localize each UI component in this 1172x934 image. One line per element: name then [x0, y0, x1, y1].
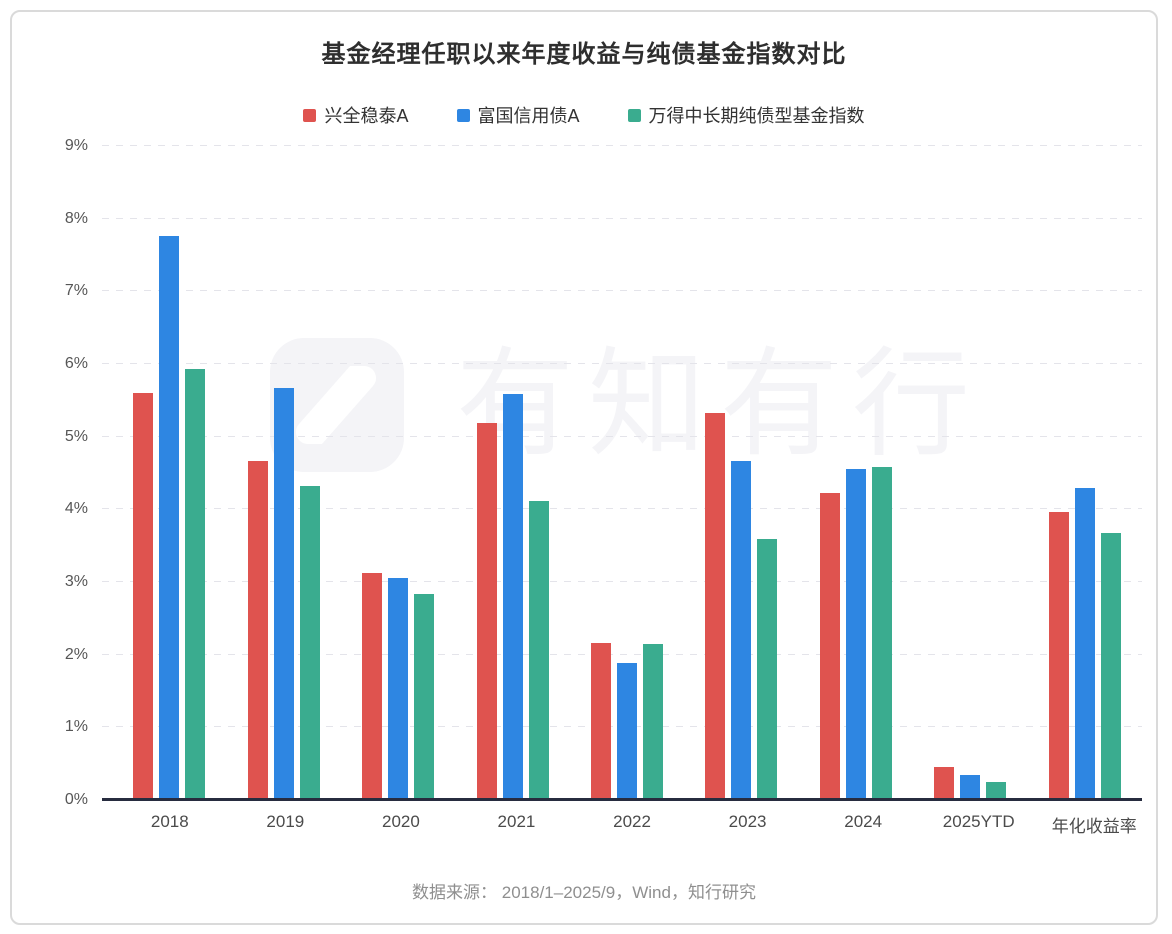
- bar-万得中长期纯债型基金指数-2022: [642, 643, 663, 800]
- bar-富国信用债A-2021: [502, 393, 523, 800]
- bar-富国信用债A-2023: [731, 461, 752, 800]
- bar-万得中长期纯债型基金指数-2024: [871, 467, 892, 800]
- legend: 兴全稳泰A 富国信用债A 万得中长期纯债型基金指数: [12, 102, 1156, 128]
- y-axis-tick-label: 6%: [64, 355, 88, 372]
- bar-富国信用债A-年化收益率: [1074, 488, 1095, 800]
- gridline: [102, 581, 1142, 582]
- gridline: [102, 290, 1142, 292]
- bar-万得中长期纯债型基金指数-2021: [528, 501, 549, 800]
- y-axis-tick-label: 9%: [64, 137, 88, 154]
- bar-group-2022: [570, 146, 684, 800]
- x-axis-line: [102, 798, 1142, 801]
- y-axis-tick-label: 0%: [64, 791, 88, 808]
- bar-兴全稳泰A-2022: [590, 643, 611, 800]
- legend-marker-icon: [456, 108, 470, 122]
- bar-万得中长期纯债型基金指数-2019: [299, 486, 320, 800]
- x-axis-labels: 2018 2019 2020 2021 2022 2023 2024 2025YTD 年化收益率: [102, 812, 1152, 837]
- bar-groups: [102, 146, 1142, 800]
- y-axis-tick-label: 4%: [64, 500, 88, 518]
- bar-富国信用债A-2018: [159, 236, 180, 800]
- y-axis-tick-label: 1%: [64, 718, 88, 736]
- legend-label: 万得中长期纯债型基金指数: [648, 106, 865, 126]
- y-axis-tick-label: 2%: [64, 645, 88, 663]
- x-axis-label-2019: 2019: [266, 812, 305, 831]
- gridline: [102, 508, 1142, 510]
- bar-富国信用债A-2019: [273, 387, 294, 800]
- bar-万得中长期纯债型基金指数-2023: [757, 539, 778, 800]
- bar-group-2019: [226, 146, 340, 800]
- legend-item-2: 万得中长期纯债型基金指数: [627, 102, 865, 128]
- bar-兴全稳泰A-2021: [476, 422, 497, 800]
- gridline: [102, 363, 1142, 364]
- x-axis-label-2018: 2018: [150, 812, 189, 831]
- y-axis-tick-label: 7%: [64, 282, 88, 300]
- chart-title: 基金经理任职以来年度收益与纯债基金指数对比: [321, 41, 847, 68]
- bar-兴全稳泰A-2019: [247, 461, 268, 800]
- legend-item-1: 富国信用债A: [456, 102, 580, 128]
- bar-group-2023: [684, 146, 798, 800]
- gridline: [102, 435, 1142, 437]
- bar-group-2021: [455, 146, 569, 800]
- chart-card: 基金经理任职以来年度收益与纯债基金指数对比 兴全稳泰A 富国信用债A 万得中长期纯债…: [10, 10, 1158, 925]
- bar-万得中长期纯债型基金指数-2018: [185, 369, 206, 800]
- legend-label: 兴全稳泰A: [324, 106, 409, 126]
- bar-万得中长期纯债型基金指数-2020: [414, 594, 435, 800]
- x-axis-label-2022: 2022: [613, 812, 651, 831]
- bar-group-年化收益率: [1028, 146, 1142, 800]
- gridline: [102, 653, 1142, 655]
- y-axis-tick-label: 3%: [64, 573, 88, 590]
- legend-item-0: 兴全稳泰A: [303, 102, 409, 128]
- bar-万得中长期纯债型基金指数-2025YTD: [986, 781, 1007, 800]
- bar-兴全稳泰A-2025YTD: [934, 767, 955, 800]
- gridline: [102, 217, 1142, 219]
- bar-富国信用债A-2024: [845, 468, 866, 800]
- bar-兴全稳泰A-2018: [133, 393, 154, 800]
- legend-marker-icon: [627, 108, 641, 122]
- bar-万得中长期纯债型基金指数-年化收益率: [1100, 532, 1121, 800]
- x-axis-label-2021: 2021: [497, 812, 536, 831]
- gridline: [102, 145, 1142, 146]
- bar-group-2018: [112, 146, 226, 800]
- legend-label: 富国信用债A: [477, 106, 580, 126]
- bar-富国信用债A-2020: [388, 578, 409, 800]
- bar-group-2025YTD: [913, 146, 1027, 800]
- x-axis-label-2023: 2023: [728, 812, 767, 831]
- bar-富国信用债A-2025YTD: [960, 774, 981, 800]
- legend-marker-icon: [303, 108, 317, 122]
- plot-area: 有知有行 0% 1% 2% 3% 4% 5% 6% 7% 8% 9%: [65, 137, 1142, 808]
- bar-兴全稳泰A-2023: [705, 413, 726, 800]
- y-axis-tick-label: 5%: [64, 427, 88, 445]
- data-source-note: 数据来源： 2018/1–2025/9，Wind，知行研究: [412, 883, 756, 902]
- x-axis-label-年化收益率: 年化收益率: [1051, 817, 1137, 836]
- bar-group-2024: [799, 146, 913, 800]
- bar-兴全稳泰A-年化收益率: [1048, 511, 1069, 800]
- bar-group-2020: [341, 146, 455, 800]
- bar-兴全稳泰A-2020: [362, 572, 383, 800]
- bar-兴全稳泰A-2024: [819, 493, 840, 800]
- x-axis-label-2025YTD: 2025YTD: [942, 812, 1015, 831]
- y-axis-tick-label: 8%: [64, 209, 88, 227]
- x-axis-label-2024: 2024: [844, 812, 883, 831]
- bar-富国信用债A-2022: [616, 662, 637, 800]
- x-axis-label-2020: 2020: [381, 812, 420, 831]
